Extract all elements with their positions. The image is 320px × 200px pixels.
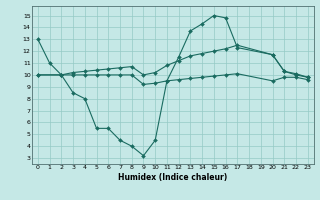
X-axis label: Humidex (Indice chaleur): Humidex (Indice chaleur) (118, 173, 228, 182)
